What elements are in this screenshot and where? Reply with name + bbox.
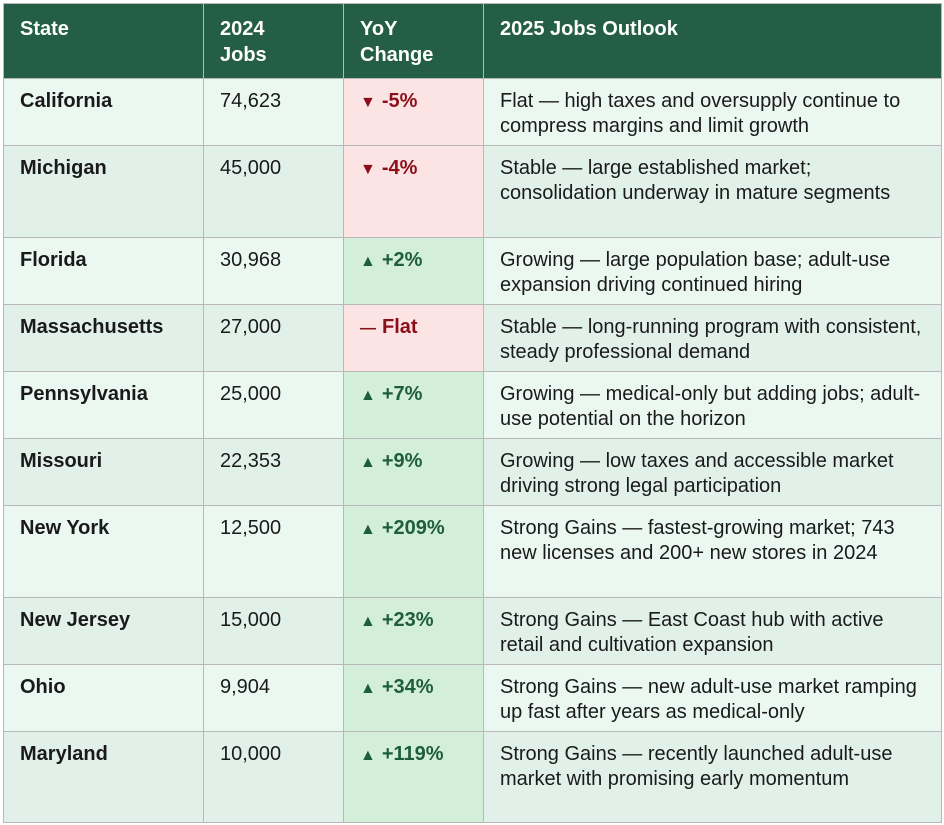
jobs-cell: 45,000 <box>203 145 344 238</box>
jobs-cell: 12,500 <box>203 505 344 598</box>
outlook-cell: Stable — long-running program with consi… <box>483 304 942 372</box>
header-change: YoY Change <box>343 3 484 79</box>
header-change-line2: Change <box>360 44 434 66</box>
header-jobs-line1: 2024 <box>220 18 265 40</box>
jobs-cell: 74,623 <box>203 78 344 146</box>
table-row: New York 12,500 ▲ +209% Strong Gains — fa… <box>3 505 942 598</box>
triangle-up-icon: ▲ <box>360 613 376 630</box>
header-state: State <box>3 3 204 79</box>
table-row: Maryland 10,000 ▲ +119% Strong Gains — re… <box>3 731 942 823</box>
state-cell: Missouri <box>3 438 204 506</box>
change-cell: ▼ -4% <box>343 145 484 238</box>
header-outlook: 2025 Jobs Outlook <box>483 3 942 79</box>
outlook-cell: Flat — high taxes and oversupply continu… <box>483 78 942 146</box>
triangle-up-icon: ▲ <box>360 454 376 471</box>
change-cell: ▲ +7% <box>343 371 484 439</box>
table-row: Florida 30,968 ▲ +2% Growing — large popu… <box>3 237 942 305</box>
triangle-down-icon: ▼ <box>360 94 376 111</box>
header-change-line1: YoY <box>360 18 398 40</box>
outlook-cell: Growing — low taxes and accessible marke… <box>483 438 942 506</box>
change-cell: ▲ +119% <box>343 731 484 823</box>
table-row: California 74,623 ▼ -5% Flat — high taxes… <box>3 78 942 146</box>
change-value: +209% <box>381 517 445 539</box>
jobs-cell: 22,353 <box>203 438 344 506</box>
change-cell: ▼ -5% <box>343 78 484 146</box>
change-value: +7% <box>381 383 423 405</box>
change-cell: ▲ +2% <box>343 237 484 305</box>
change-cell: ▲ +9% <box>343 438 484 506</box>
header-outlook-label: 2025 Jobs Outlook <box>500 18 678 40</box>
change-value: Flat <box>382 316 418 338</box>
triangle-up-icon: ▲ <box>360 747 376 764</box>
table-row: Missouri 22,353 ▲ +9% Growing — low taxes… <box>3 438 942 506</box>
header-state-label: State <box>20 18 69 40</box>
outlook-cell: Strong Gains — East Coast hub with activ… <box>483 597 942 665</box>
table-row: Pennsylvania 25,000 ▲ +7% Growing — medic… <box>3 371 942 439</box>
dash-icon: — <box>360 320 376 337</box>
header-jobs: 2024 Jobs <box>203 3 344 79</box>
triangle-up-icon: ▲ <box>360 680 376 697</box>
outlook-cell: Strong Gains — fastest-growing market; 7… <box>483 505 942 598</box>
change-value: +23% <box>381 609 434 631</box>
outlook-cell: Stable — large established market; conso… <box>483 145 942 238</box>
state-jobs-table: State 2024 Jobs YoY Change 2025 Jobs Outlo… <box>3 3 942 823</box>
change-value: +2% <box>381 249 423 271</box>
header-jobs-line2: Jobs <box>220 44 267 66</box>
header-row: State 2024 Jobs YoY Change 2025 Jobs Outlo… <box>3 3 942 79</box>
triangle-up-icon: ▲ <box>360 253 376 270</box>
state-cell: Florida <box>3 237 204 305</box>
change-value: +34% <box>381 676 434 698</box>
table-row: Massachusetts 27,000 — Flat Stable — long… <box>3 304 942 372</box>
table-row: Michigan 45,000 ▼ -4% Stable — large esta… <box>3 145 942 238</box>
jobs-cell: 15,000 <box>203 597 344 665</box>
change-value: -4% <box>381 157 418 179</box>
triangle-up-icon: ▲ <box>360 521 376 538</box>
change-cell: ▲ +34% <box>343 664 484 732</box>
outlook-cell: Growing — medical-only but adding jobs; … <box>483 371 942 439</box>
state-cell: Maryland <box>3 731 204 823</box>
change-cell: — Flat <box>343 304 484 372</box>
state-cell: Massachusetts <box>3 304 204 372</box>
outlook-cell: Strong Gains — recently launched adult-u… <box>483 731 942 823</box>
state-cell: Michigan <box>3 145 204 238</box>
state-cell: California <box>3 78 204 146</box>
jobs-cell: 25,000 <box>203 371 344 439</box>
jobs-cell: 9,904 <box>203 664 344 732</box>
change-cell: ▲ +23% <box>343 597 484 665</box>
change-cell: ▲ +209% <box>343 505 484 598</box>
state-cell: Ohio <box>3 664 204 732</box>
state-cell: Pennsylvania <box>3 371 204 439</box>
triangle-up-icon: ▲ <box>360 387 376 404</box>
table-row: Ohio 9,904 ▲ +34% Strong Gains — new adul… <box>3 664 942 732</box>
outlook-cell: Strong Gains — new adult-use market ramp… <box>483 664 942 732</box>
jobs-cell: 30,968 <box>203 237 344 305</box>
table-row: New Jersey 15,000 ▲ +23% Strong Gains — E… <box>3 597 942 665</box>
outlook-cell: Growing — large population base; adult-u… <box>483 237 942 305</box>
jobs-cell: 10,000 <box>203 731 344 823</box>
jobs-cell: 27,000 <box>203 304 344 372</box>
change-value: -5% <box>381 90 418 112</box>
state-cell: New Jersey <box>3 597 204 665</box>
triangle-down-icon: ▼ <box>360 161 376 178</box>
change-value: +119% <box>381 743 444 765</box>
change-value: +9% <box>381 450 423 472</box>
state-cell: New York <box>3 505 204 598</box>
